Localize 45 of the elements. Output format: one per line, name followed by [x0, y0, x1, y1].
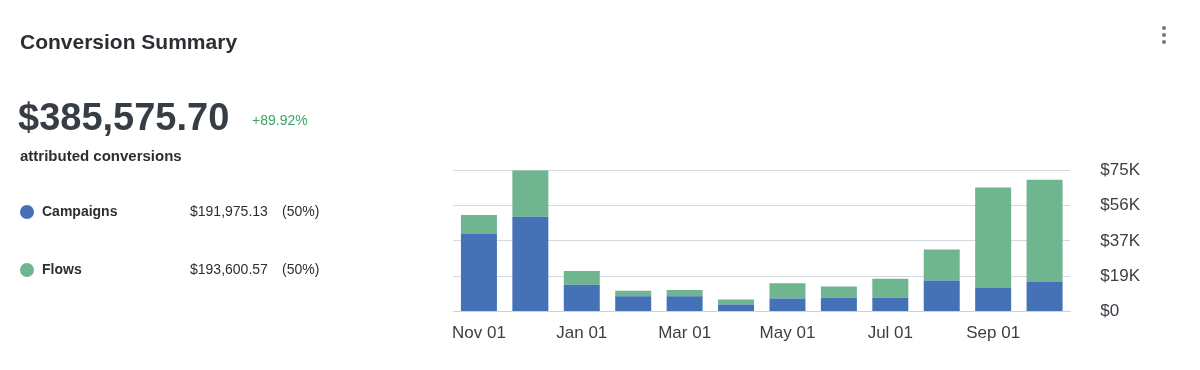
bar [615, 296, 652, 312]
text: (50%) [282, 261, 320, 277]
y-tick-label: $75K [1100, 159, 1141, 179]
text: attributed conversions [20, 147, 182, 164]
bar [460, 233, 497, 312]
text: (50%) [282, 203, 320, 219]
bar [820, 297, 857, 312]
bar [923, 249, 960, 281]
y-tick-label: $19K [1100, 265, 1141, 285]
bar [975, 187, 1012, 288]
bar [718, 304, 755, 312]
text: $191,975.13 [190, 203, 268, 219]
bar [615, 290, 652, 297]
text: +89.92% [252, 112, 308, 128]
bar [666, 296, 703, 312]
bar [820, 286, 857, 298]
y-tick-label: $37K [1100, 230, 1141, 250]
bar [1026, 281, 1063, 312]
legend-label: Campaigns [42, 203, 118, 219]
y-tick-label: $56K [1100, 195, 1141, 215]
bar [563, 271, 600, 285]
bar [1026, 179, 1063, 282]
bar [872, 297, 909, 312]
text: $193,600.57 [190, 261, 268, 277]
bar [666, 290, 703, 297]
text: Conversion Summary [20, 30, 238, 54]
x-tick-label: Sep 01 [966, 323, 1021, 343]
legend-label: Flows [42, 261, 82, 277]
x-tick-label: Jul 01 [867, 323, 913, 343]
x-tick-label: Nov 01 [451, 323, 506, 343]
bar [718, 299, 755, 305]
bar [460, 215, 497, 234]
text: $385,575.70 [18, 96, 230, 139]
x-tick-label: May 01 [759, 323, 816, 343]
bar [923, 280, 960, 312]
bar [512, 216, 549, 312]
x-tick-label: Jan 01 [556, 323, 608, 343]
bar [975, 287, 1012, 312]
bar [769, 298, 806, 312]
bar [563, 284, 600, 312]
x-tick-label: Mar 01 [658, 323, 712, 343]
bar [512, 170, 549, 217]
bar [872, 278, 909, 298]
bar [769, 283, 806, 299]
y-tick-label: $0 [1100, 301, 1120, 321]
